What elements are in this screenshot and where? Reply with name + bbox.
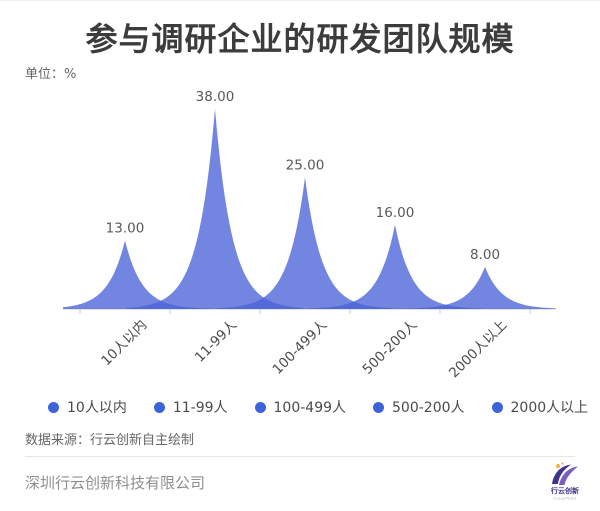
legend-label: 500-200人 — [392, 400, 465, 416]
value-label: 8.00 — [470, 247, 500, 263]
legend-label: 2000人以上 — [510, 400, 589, 416]
chart-area: 13.00 38.00 25.00 16.00 8.00 10人以内 11-99人 100-… — [0, 79, 600, 397]
chart-legend: 10人以内 11-99人 100-499人 500-200人 2000人以上 — [48, 397, 588, 417]
svg-text:行云创新: 行云创新 — [550, 486, 579, 495]
unit-label: 单位：% — [25, 67, 77, 82]
legend-label: 10人以内 — [67, 400, 127, 416]
value-label: 13.00 — [106, 221, 145, 237]
data-source-note: 数据来源：行云创新自主绘制 — [25, 433, 195, 448]
x-axis-labels: 10人以内 11-99人 100-499人 500-200人 2000人以上 — [0, 317, 600, 397]
legend-dot-icon — [254, 401, 266, 413]
value-label: 38.00 — [196, 89, 235, 105]
legend-item: 10人以内 — [48, 397, 127, 417]
legend-dot-icon — [153, 401, 165, 413]
chart-title: 参与调研企业的研发团队规模 — [85, 20, 515, 58]
svg-text:CloudToGo: CloudToGo — [553, 497, 577, 501]
peak-chart: 13.00 38.00 25.00 16.00 8.00 — [63, 89, 556, 314]
value-label: 25.00 — [286, 157, 325, 173]
peak-area-2000人以上 — [397, 266, 556, 309]
legend-dot-icon — [491, 401, 503, 413]
legend-item: 100-499人 — [254, 397, 347, 417]
footer-divider — [25, 456, 575, 457]
legend-label: 11-99人 — [172, 400, 228, 416]
peak-area-500-200人 — [307, 224, 483, 309]
peak-area-11-99人 — [127, 109, 303, 309]
legend-item: 500-200人 — [373, 397, 465, 417]
legend-item: 11-99人 — [153, 397, 228, 417]
peak-area-100-499人 — [217, 177, 393, 309]
cloudtogo-logo-icon: 行云创新 CloudToGo — [550, 462, 579, 501]
peak-area-10人以内 — [63, 240, 213, 309]
company-name: 深圳行云创新科技有限公司 — [25, 474, 206, 492]
legend-dot-icon — [373, 401, 385, 413]
value-label: 16.00 — [376, 205, 415, 221]
legend-dot-icon — [48, 401, 59, 413]
legend-item: 2000人以上 — [491, 397, 589, 417]
legend-label: 100-499人 — [273, 400, 347, 416]
